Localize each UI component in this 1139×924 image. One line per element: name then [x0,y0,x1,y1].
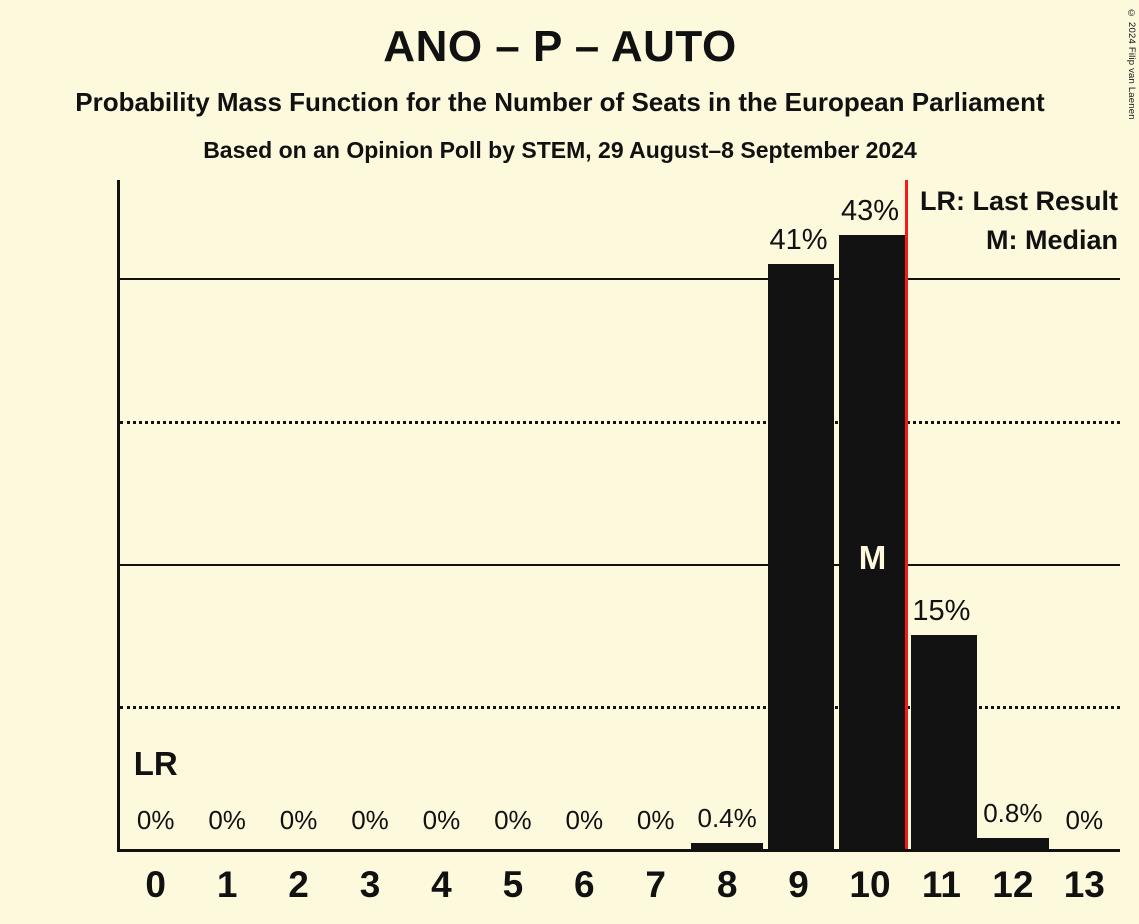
median-line [904,180,908,849]
gridline-30pct [120,420,1120,424]
page-title: ANO – P – AUTO [383,22,737,71]
median-marker: M [858,538,887,576]
plot-area: 40%20% 0%0%0%0%0%0%0%0%0.4%41%43%15%0.8%… [117,180,1120,905]
bar-seats-10 [839,235,906,849]
y-axis-line [117,180,120,852]
bar-value-label-5: 0% [494,805,532,835]
chart-source-subtitle: Based on an Opinion Poll by STEM, 29 Aug… [203,137,917,163]
bar-value-label-7: 0% [636,805,675,835]
bar-value-label-3: 0% [351,805,389,835]
x-axis-tick-0: 0 [145,864,166,905]
legend-entry-last-result: LR: Last Result [919,186,1118,216]
last-result-marker: LR [133,745,178,782]
gridline-40pct [120,278,1120,280]
x-axis-tick-1: 1 [216,864,238,905]
bar-value-label-8: 0.4% [697,803,757,834]
bar-value-label-2: 0% [279,805,318,835]
gridline-10pct [120,706,1120,710]
bar-seats-9 [767,263,835,849]
x-axis-tick-10: 10 [849,864,891,905]
gridline-20pct [120,563,1120,566]
x-axis-tick-4: 4 [431,864,452,905]
bar-value-label-12: 0.8% [983,797,1043,828]
bar-value-label-1: 0% [208,805,246,835]
chart-subtitle: Probability Mass Function for the Number… [75,87,1045,117]
bar-value-label-11: 15% [912,594,971,627]
x-axis-tick-11: 11 [921,864,961,905]
x-axis-tick-6: 6 [573,864,595,905]
x-axis-tick-8: 8 [716,864,738,905]
bar-value-label-9: 41% [769,223,828,256]
bar-value-label-4: 0% [422,805,461,835]
x-axis-tick-9: 9 [788,864,809,905]
bar-seats-8 [691,843,763,849]
x-axis-line [117,849,1120,852]
bar-seats-12 [977,837,1049,849]
legend-entry-median: M: Median [986,225,1118,256]
x-axis-tick-2: 2 [288,864,309,905]
bar-seats-11 [910,634,978,849]
bar-value-label-6: 0% [565,805,604,835]
copyright-notice: © 2024 Filip van Laenen [1126,8,1137,120]
x-axis-tick-13: 13 [1063,864,1105,905]
bar-value-label-10: 43% [840,195,900,228]
x-axis-tick-12: 12 [992,864,1034,905]
bar-value-label-13: 0% [1065,805,1104,835]
x-axis-tick-5: 5 [502,864,524,905]
x-axis-tick-3: 3 [359,864,381,905]
bar-value-label-0: 0% [136,805,175,835]
x-axis-tick-7: 7 [645,864,666,905]
chart-legend: LR: Last Result M: Median [920,182,1118,260]
